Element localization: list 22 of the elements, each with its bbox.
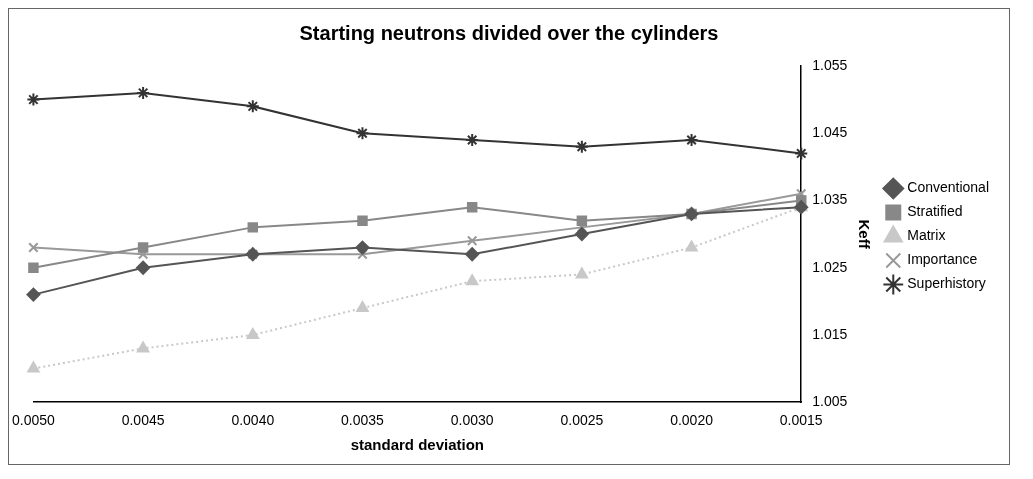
chart-title: Starting neutrons divided over the cylinders [299, 21, 719, 44]
x-tick-label: 0.0015 [779, 412, 823, 429]
x-tick-label: 0.0020 [670, 412, 714, 429]
legend-label: Matrix [907, 227, 946, 244]
legend-label: Importance [907, 251, 978, 268]
x-tick-label: 0.0040 [231, 412, 275, 429]
y-axis-title: Keff [856, 219, 874, 250]
y-tick-label: 1.055 [812, 56, 848, 73]
legend-label: Conventional [907, 179, 990, 196]
legend-label: Superhistory [907, 275, 986, 292]
x-tick-label: 0.0050 [12, 412, 56, 429]
y-tick-label: 1.035 [812, 191, 848, 208]
x-tick-label: 0.0045 [121, 412, 165, 429]
y-tick-label: 1.045 [812, 124, 848, 141]
x-axis-title: standard deviation [350, 436, 485, 454]
y-tick-label: 1.025 [812, 258, 848, 275]
legend-label: Stratified [907, 203, 963, 220]
y-tick-label: 1.005 [812, 393, 848, 410]
x-tick-label: 0.0025 [560, 412, 604, 429]
y-tick-label: 1.015 [812, 325, 848, 342]
x-tick-label: 0.0030 [450, 412, 494, 429]
x-tick-label: 0.0035 [341, 412, 385, 429]
